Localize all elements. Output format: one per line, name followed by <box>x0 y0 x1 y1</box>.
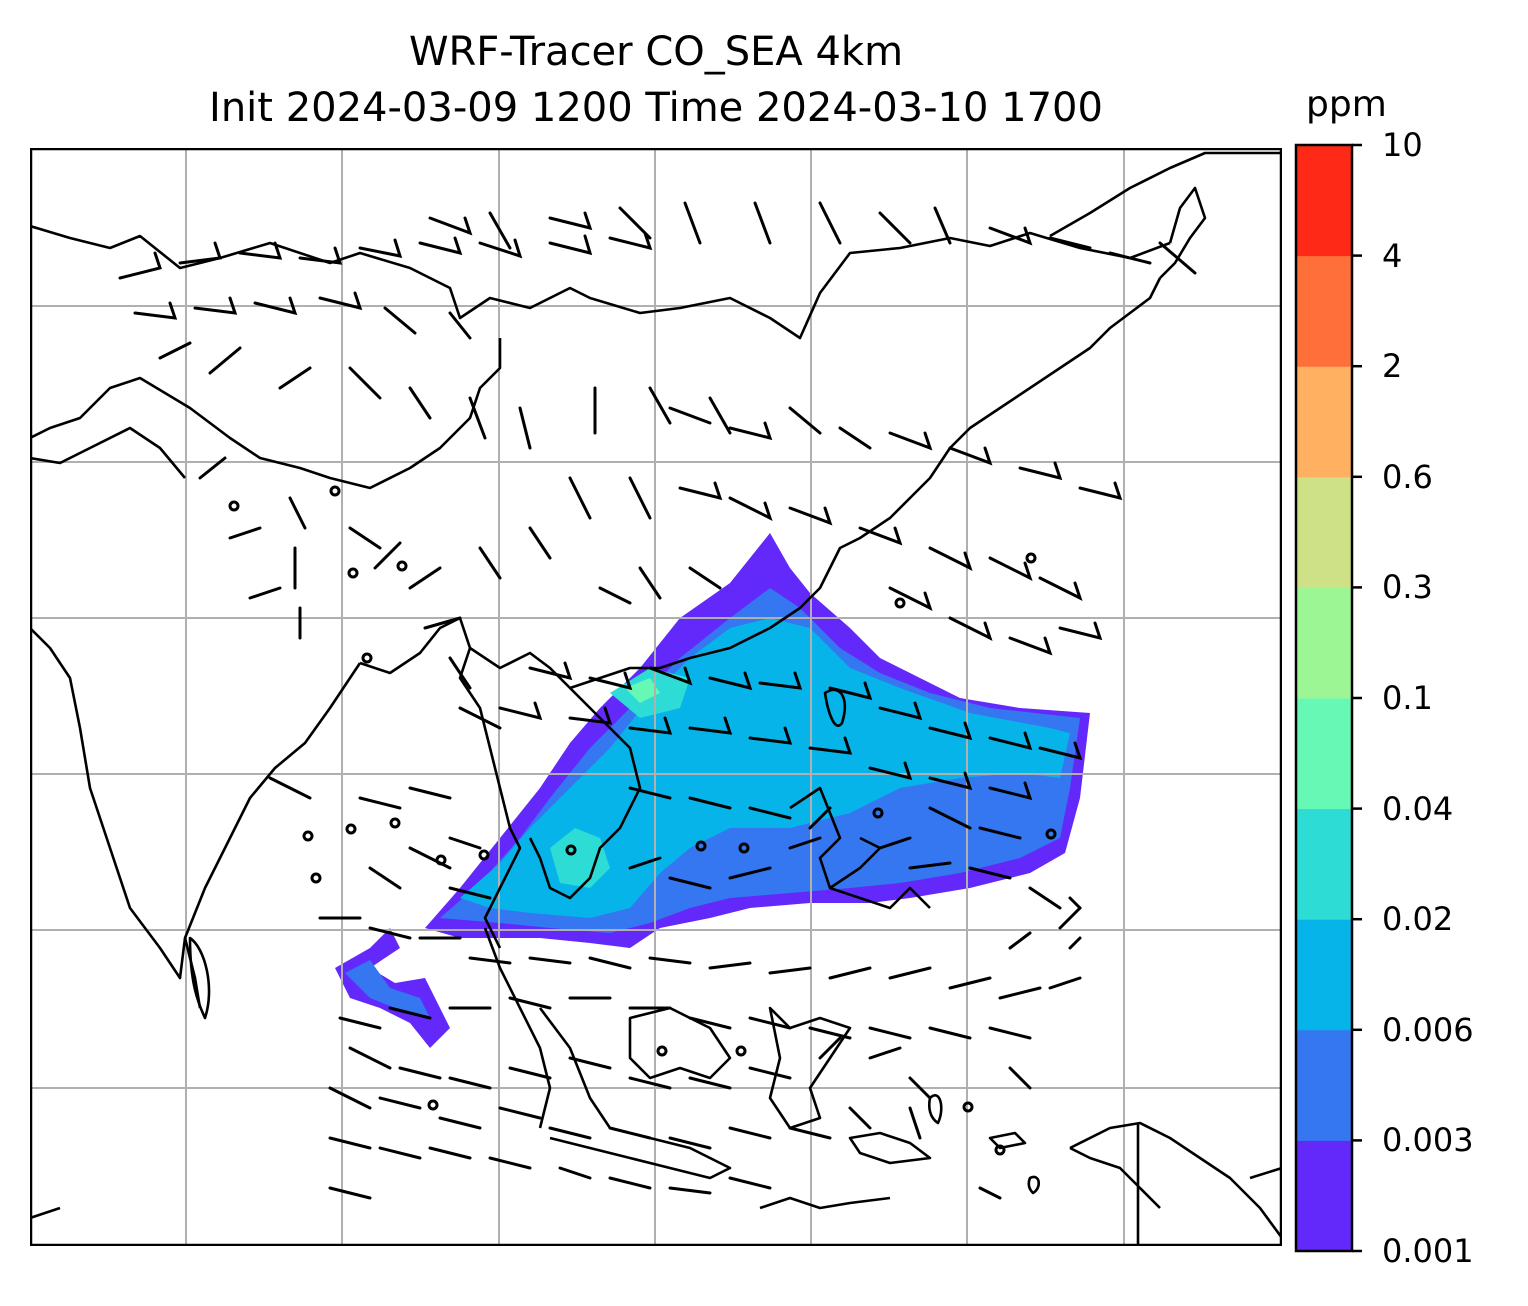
calm-wind-markers <box>228 485 1057 1156</box>
colorbar-segment <box>1296 808 1352 920</box>
colorbar-tick-label: 0.001 <box>1382 1232 1474 1270</box>
map-gridlines <box>30 148 1282 1246</box>
colorbar-tick-label: 0.1 <box>1382 679 1433 717</box>
coastlines <box>30 151 1282 1246</box>
colorbar-tick-label: 0.04 <box>1382 789 1454 828</box>
colorbar-unit: ppm <box>1306 84 1387 125</box>
colorbar-segment <box>1296 255 1352 367</box>
map-title-line2: Init 2024-03-09 1200 Time 2024-03-10 170… <box>209 85 1103 131</box>
colorbar-tick-label: 0.6 <box>1382 457 1433 496</box>
colorbar-tick-label: 0.006 <box>1382 1010 1474 1049</box>
colorbar-segment <box>1296 476 1352 588</box>
colorbar-tick-label: 0.3 <box>1382 568 1433 607</box>
colorbar-tick-label: 0.003 <box>1382 1121 1474 1160</box>
map-panel <box>30 148 1282 1246</box>
colorbar-segment <box>1296 919 1352 1031</box>
colorbar-tick-label: 0.02 <box>1382 900 1454 939</box>
map-title-line1: WRF-Tracer CO_SEA 4km <box>408 29 904 75</box>
colorbar-tick-label: 10 <box>1382 126 1423 164</box>
colorbar-segment <box>1296 1140 1352 1252</box>
colorbar-segment <box>1296 1029 1352 1141</box>
colorbar-segment <box>1296 698 1352 810</box>
colorbar <box>1294 143 1362 1253</box>
colorbar-segment <box>1296 587 1352 699</box>
colorbar-segment <box>1296 366 1352 478</box>
colorbar-segment <box>1296 145 1352 257</box>
colorbar-tick-label: 4 <box>1382 236 1403 275</box>
colorbar-tick-label: 2 <box>1382 347 1403 386</box>
wind-barbs <box>118 201 1197 1200</box>
